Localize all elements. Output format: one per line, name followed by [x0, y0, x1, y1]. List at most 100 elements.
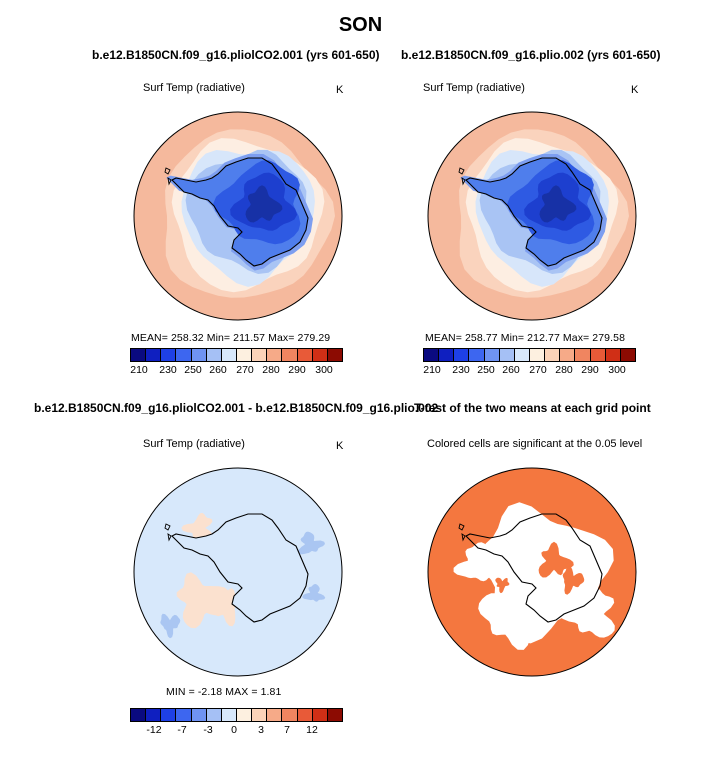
- island-outline: [167, 177, 172, 186]
- diff-cool-patch: [302, 584, 326, 602]
- colorbar-swatch: [297, 349, 313, 361]
- colorbar-swatch: [267, 349, 283, 361]
- colorbar-swatch: [560, 349, 576, 361]
- colorbar-swatch: [605, 349, 621, 361]
- colorbar-swatch: [424, 349, 440, 361]
- colorbar-swatch: [439, 349, 455, 361]
- colorbar-swatch: [146, 349, 162, 361]
- island-outline: [458, 167, 465, 175]
- colorbar-swatch: [312, 349, 328, 361]
- map-boundary: [427, 467, 637, 677]
- colorbar-tick-label: 290: [581, 364, 599, 376]
- colorbar-swatch: [469, 349, 485, 361]
- colorbar-tick-label: 270: [529, 364, 547, 376]
- colorbar-swatch: [191, 709, 207, 721]
- colorbar-swatch: [620, 349, 635, 361]
- colorbar-tick-label: 300: [315, 364, 333, 376]
- colorbar-swatch: [282, 349, 298, 361]
- figure-title: SON: [338, 14, 383, 36]
- colorbar-swatch: [176, 349, 192, 361]
- significant-patch: [562, 566, 585, 595]
- colorbar-swatch: [327, 709, 342, 721]
- colorbar-swatch: [236, 709, 253, 721]
- island-outline: [458, 523, 465, 531]
- panel3-colorbar: [130, 708, 343, 722]
- diff-warm-patch: [181, 512, 213, 542]
- colorbar-swatch: [499, 349, 515, 361]
- panel4-subtitle: Colored cells are significant at the 0.0…: [427, 438, 643, 450]
- colorbar-swatch: [191, 349, 207, 361]
- colorbar-tick-label: 280: [262, 364, 280, 376]
- colorbar-swatch: [131, 349, 147, 361]
- colorbar-tick-label: 270: [236, 364, 254, 376]
- panel4-map: [427, 467, 637, 677]
- map-field: [134, 112, 342, 320]
- panel1-map: [133, 111, 343, 321]
- colorbar-swatch: [146, 709, 162, 721]
- panel2-map: [427, 111, 637, 321]
- panel2-title: b.e12.B1850CN.f09_g16.plio.002 (yrs 601-…: [401, 48, 661, 62]
- colorbar-swatch: [161, 709, 177, 721]
- diff-cool-patch: [160, 613, 181, 639]
- colorbar-swatch: [221, 349, 237, 361]
- colorbar-swatch: [221, 709, 237, 721]
- colorbar-swatch: [267, 709, 283, 721]
- colorbar-tick-label: -3: [203, 724, 213, 736]
- panel1-title: b.e12.B1850CN.f09_g16.pliolCO2.001 (yrs …: [92, 48, 380, 62]
- island-outline: [164, 167, 171, 175]
- coastline: [465, 513, 603, 623]
- diff-warm-patch: [176, 572, 229, 629]
- map-field: [428, 468, 636, 676]
- ice-sheet-core: [245, 185, 283, 223]
- panel1-colorbar-ticks: 210 230 250 260 270 280 290 300: [130, 364, 341, 378]
- map-boundary: [427, 111, 637, 321]
- panel1-colorbar: [130, 348, 343, 362]
- map-boundary: [133, 467, 343, 677]
- non-significant-area: [559, 587, 615, 638]
- colorbar-tick-label: 230: [452, 364, 470, 376]
- colorbar-tick-label: 300: [608, 364, 626, 376]
- colorbar-swatch: [484, 349, 500, 361]
- colorbar-swatch: [236, 349, 253, 361]
- colorbar-swatch: [529, 349, 546, 361]
- island-outline: [461, 177, 466, 186]
- colorbar-tick-label: 3: [258, 724, 264, 736]
- colorbar-tick-label: 260: [502, 364, 520, 376]
- colorbar-swatch: [297, 709, 313, 721]
- panel3-map: [133, 467, 343, 677]
- colorbar-swatch: [131, 709, 147, 721]
- colorbar-swatch: [590, 349, 606, 361]
- colorbar-swatch: [514, 349, 530, 361]
- colorbar-tick-label: 250: [184, 364, 202, 376]
- colorbar-swatch: [176, 709, 192, 721]
- colorbar-swatch: [252, 709, 268, 721]
- colorbar-tick-label: 280: [555, 364, 573, 376]
- diff-cool-patch: [298, 531, 325, 555]
- island-outline: [167, 533, 172, 542]
- map-field: [134, 468, 342, 676]
- colorbar-tick-label: 0: [231, 724, 237, 736]
- panel3-stats: MIN = -2.18 MAX = 1.81: [166, 686, 282, 698]
- diff-land: [172, 514, 308, 622]
- colorbar-tick-label: 250: [477, 364, 495, 376]
- colorbar-tick-label: 230: [159, 364, 177, 376]
- coastline: [171, 513, 309, 623]
- colorbar-tick-label: -7: [177, 724, 187, 736]
- significant-patch: [538, 541, 574, 578]
- panel3-subtitle: Surf Temp (radiative): [143, 438, 245, 450]
- panel1-subtitle: Surf Temp (radiative): [143, 82, 245, 94]
- colorbar-tick-label: 12: [306, 724, 318, 736]
- colorbar-swatch: [454, 349, 470, 361]
- panel1-stats: MEAN= 258.32 Min= 211.57 Max= 279.29: [131, 332, 331, 344]
- colorbar-swatch: [206, 709, 222, 721]
- colorbar-swatch: [161, 349, 177, 361]
- panel2-subtitle: Surf Temp (radiative): [423, 82, 525, 94]
- panel3-colorbar-ticks: -12 -7 -3 0 3 7 12: [130, 724, 341, 738]
- map-field: [428, 112, 636, 320]
- colorbar-swatch: [575, 349, 591, 361]
- coastline: [465, 157, 603, 267]
- panel2-stats: MEAN= 258.77 Min= 212.77 Max= 279.58: [425, 332, 626, 344]
- colorbar-swatch: [252, 349, 268, 361]
- colorbar-swatch: [282, 709, 298, 721]
- ice-sheet-core: [539, 185, 577, 223]
